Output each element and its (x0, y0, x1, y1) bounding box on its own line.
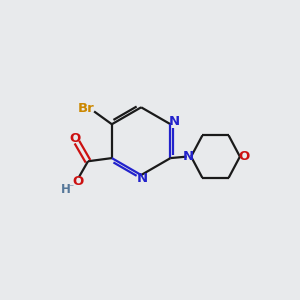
Text: O: O (238, 150, 250, 163)
Text: O: O (72, 176, 83, 188)
Text: O: O (69, 131, 80, 145)
Text: N: N (183, 150, 194, 163)
Text: N: N (137, 172, 148, 185)
Text: H: H (61, 183, 71, 196)
Text: ⁻: ⁻ (68, 184, 74, 194)
Text: Br: Br (78, 102, 94, 115)
Text: N: N (169, 115, 180, 128)
